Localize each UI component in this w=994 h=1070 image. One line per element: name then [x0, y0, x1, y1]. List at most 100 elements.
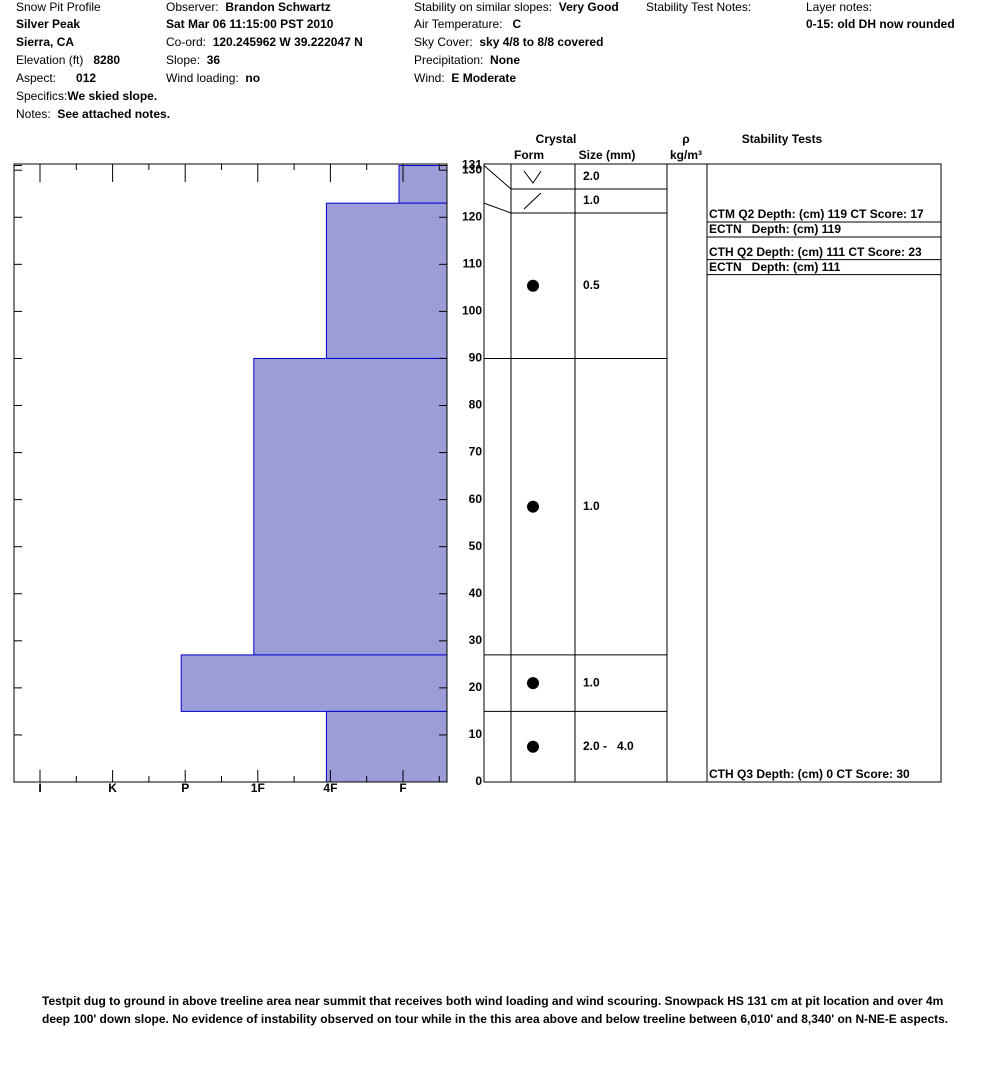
- value: 012: [76, 71, 97, 85]
- value: 8280: [93, 53, 121, 67]
- grain-size: 1.0: [583, 499, 600, 513]
- form-symbol: [527, 500, 539, 513]
- value: C: [512, 17, 522, 31]
- plot-frame: [13, 163, 448, 783]
- label: Layer notes:: [806, 0, 873, 14]
- title: Snow Pit Profile: [16, 0, 101, 14]
- label: Elevation (ft): [16, 53, 84, 67]
- value: 0-15: old DH now rounded: [806, 17, 955, 31]
- y-tick-label: 40: [469, 586, 483, 600]
- stability-test: CTH Q2 Depth: (cm) 111 CT Score: 23: [709, 245, 922, 259]
- stability-test: ECTN Depth: (cm) 119: [709, 222, 841, 236]
- y-tick-label: 100: [462, 304, 482, 318]
- location: Silver Peak: [16, 17, 81, 31]
- form-symbol: [523, 170, 542, 184]
- label: Sky Cover:: [414, 35, 473, 49]
- value: E Moderate: [451, 71, 517, 85]
- y-tick-label: 70: [469, 445, 483, 459]
- y-tick-label: 50: [469, 539, 483, 553]
- field: Wind loading: no: [166, 71, 260, 85]
- label: Specifics:: [16, 89, 68, 103]
- field: Aspect: 012: [16, 71, 96, 85]
- field: Notes: See attached notes.: [16, 107, 170, 121]
- x-tick-label: P: [181, 781, 189, 795]
- form-symbol: [527, 677, 539, 690]
- hardness-bar: [398, 165, 448, 204]
- x-tick-label: 4F: [323, 781, 337, 795]
- layer-connector: [483, 202, 512, 214]
- label: Air Temperature:: [414, 17, 503, 31]
- region: Sierra, CA: [16, 35, 75, 49]
- label: Notes:: [16, 107, 51, 121]
- x-tick-label: I: [38, 781, 41, 795]
- layer-connector: [483, 165, 512, 190]
- label: Observer:: [166, 0, 219, 14]
- column-header: kg/m³: [670, 148, 702, 162]
- value: no: [245, 71, 261, 85]
- value: Brandon Schwartz: [225, 0, 331, 14]
- y-tick-label: 80: [469, 398, 483, 412]
- y-tick-label: 0: [475, 774, 482, 788]
- column-header: ρ: [682, 132, 689, 146]
- field: Precipitation: None: [414, 53, 520, 67]
- y-tick-label: 30: [469, 633, 483, 647]
- y-tick-label: 110: [463, 257, 483, 271]
- column-header: Form: [514, 148, 544, 162]
- y-tick-label: 130: [462, 162, 482, 176]
- date: Sat Mar 06 11:15:00 PST 2010: [166, 17, 334, 31]
- grain-size: 2.0: [583, 169, 600, 183]
- grain-size: 1.0: [583, 675, 600, 689]
- label: Slope:: [166, 53, 201, 67]
- field: Sky Cover: sky 4/8 to 8/8 covered: [414, 35, 603, 49]
- column-header: Size (mm): [579, 148, 636, 162]
- label: Stability on similar slopes:: [414, 0, 553, 14]
- label: Co-ord:: [166, 35, 207, 49]
- value: Very Good: [558, 0, 619, 14]
- y-tick-label: 20: [469, 680, 483, 694]
- field: Observer: Brandon Schwartz: [166, 0, 331, 14]
- value: We skied slope.: [67, 89, 158, 103]
- field: Wind: E Moderate: [414, 71, 516, 85]
- grain-size: 0.5: [583, 278, 600, 292]
- stability-test: CTM Q2 Depth: (cm) 119 CT Score: 17: [709, 207, 924, 221]
- value: None: [490, 53, 521, 67]
- field: Co-ord: 120.245962 W 39.222047 N: [166, 35, 363, 49]
- x-tick-label: 1F: [251, 781, 265, 795]
- form-symbol: [523, 192, 542, 210]
- x-tick-label: F: [399, 781, 406, 795]
- value: 120.245962 W 39.222047 N: [212, 35, 363, 49]
- hardness-bar: [325, 710, 448, 783]
- x-tick-label: K: [108, 781, 117, 795]
- value: See attached notes.: [57, 107, 171, 121]
- y-tick-label: 120: [462, 209, 482, 223]
- column-header: Crystal: [536, 132, 577, 146]
- label: Wind:: [414, 71, 445, 85]
- value: 36: [206, 53, 221, 67]
- field: Specifics:We skied slope.: [16, 89, 157, 103]
- form-symbol: [527, 279, 539, 292]
- hardness-bar: [325, 202, 448, 359]
- grain-size: 1.0: [583, 193, 600, 207]
- label: Aspect:: [16, 71, 57, 85]
- label: Wind loading:: [166, 71, 239, 85]
- stability-test: ECTN Depth: (cm) 111: [709, 260, 841, 274]
- y-tick-label: 90: [469, 351, 483, 365]
- table-frame: [483, 163, 942, 783]
- field: Stability on similar slopes: Very Good: [414, 0, 619, 14]
- column-header: Stability Tests: [742, 132, 823, 146]
- hardness-bar: [253, 357, 448, 656]
- grain-size: 2.0 - 4.0: [583, 739, 634, 753]
- field: Air Temperature: C: [414, 17, 521, 31]
- field: Elevation (ft) 8280: [16, 53, 120, 67]
- hardness-bar: [180, 654, 448, 712]
- y-tick-label: 10: [469, 727, 483, 741]
- stability-test: CTH Q3 Depth: (cm) 0 CT Score: 30: [709, 767, 910, 781]
- value: sky 4/8 to 8/8 covered: [479, 35, 604, 49]
- y-tick-label: 131: [462, 158, 482, 172]
- form-symbol: [527, 740, 539, 753]
- label: Stability Test Notes:: [646, 0, 752, 14]
- label: Precipitation:: [414, 53, 484, 67]
- footer-notes: Testpit dug to ground in above treeline …: [42, 994, 949, 1026]
